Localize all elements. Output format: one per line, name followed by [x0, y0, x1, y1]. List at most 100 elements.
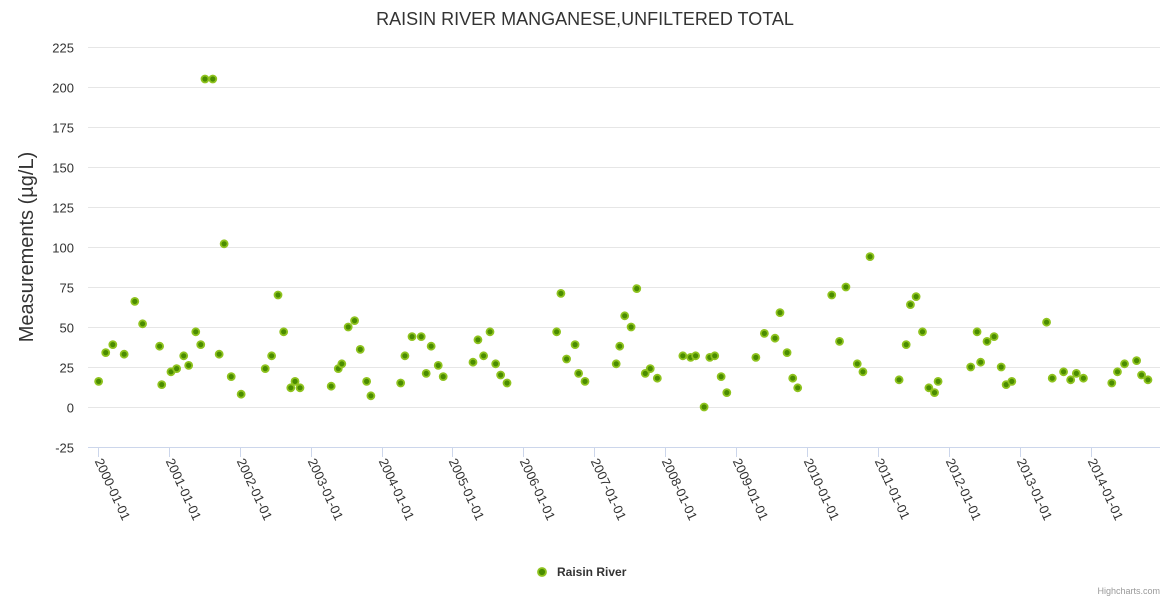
data-point[interactable] — [930, 388, 939, 398]
data-point[interactable] — [208, 74, 218, 84]
data-point[interactable] — [326, 381, 336, 391]
data-point[interactable] — [691, 351, 701, 361]
data-point[interactable] — [906, 300, 915, 310]
data-point[interactable] — [226, 372, 236, 382]
data-point[interactable] — [1107, 378, 1117, 388]
data-point[interactable] — [615, 341, 625, 351]
data-point[interactable] — [852, 359, 862, 369]
data-point[interactable] — [827, 290, 837, 300]
data-point[interactable] — [933, 376, 943, 386]
data-point[interactable] — [491, 359, 501, 369]
data-point[interactable] — [1113, 367, 1122, 377]
data-point[interactable] — [196, 340, 206, 350]
data-point[interactable] — [273, 290, 283, 300]
data-point[interactable] — [155, 341, 165, 351]
data-point[interactable] — [716, 372, 726, 382]
data-point[interactable] — [770, 333, 780, 343]
data-point[interactable] — [172, 364, 182, 374]
data-point[interactable] — [337, 359, 347, 369]
data-point[interactable] — [751, 352, 761, 362]
data-point[interactable] — [350, 316, 359, 326]
data-point[interactable] — [989, 332, 999, 342]
data-point[interactable] — [290, 376, 300, 386]
data-point[interactable] — [966, 362, 976, 372]
data-point[interactable] — [710, 351, 720, 361]
data-point[interactable] — [640, 368, 650, 378]
data-point[interactable] — [570, 340, 580, 350]
data-point[interactable] — [1071, 368, 1081, 378]
data-point[interactable] — [101, 348, 111, 358]
data-point[interactable] — [894, 375, 904, 385]
data-point[interactable] — [400, 351, 410, 361]
data-point[interactable] — [219, 239, 229, 249]
data-point[interactable] — [438, 372, 448, 382]
data-point[interactable] — [782, 348, 792, 358]
data-point[interactable] — [479, 351, 489, 361]
data-point[interactable] — [793, 383, 803, 393]
data-point[interactable] — [416, 332, 426, 342]
data-point[interactable] — [652, 373, 662, 383]
data-point[interactable] — [678, 351, 688, 361]
data-point[interactable] — [788, 373, 798, 383]
data-point[interactable] — [191, 327, 201, 337]
data-point[interactable] — [108, 340, 118, 350]
data-point[interactable] — [1047, 373, 1057, 383]
data-point[interactable] — [119, 349, 129, 359]
data-point[interactable] — [611, 359, 621, 369]
data-point[interactable] — [362, 376, 372, 386]
data-point[interactable] — [574, 368, 584, 378]
data-point[interactable] — [918, 327, 927, 337]
data-point[interactable] — [179, 351, 189, 361]
data-point[interactable] — [138, 319, 147, 329]
data-point[interactable] — [433, 360, 443, 370]
data-point[interactable] — [279, 327, 289, 337]
data-point[interactable] — [355, 344, 365, 354]
legend-item-raisin-river[interactable]: Raisin River — [537, 565, 627, 579]
data-point[interactable] — [366, 391, 376, 401]
data-point[interactable] — [130, 296, 140, 306]
data-point[interactable] — [407, 332, 417, 342]
data-point[interactable] — [184, 360, 194, 370]
data-point[interactable] — [502, 378, 512, 388]
data-point[interactable] — [996, 362, 1006, 372]
legend-label[interactable]: Raisin River — [557, 565, 627, 579]
series-raisin-river[interactable] — [94, 74, 1153, 412]
data-point[interactable] — [1143, 375, 1153, 385]
data-point[interactable] — [267, 351, 277, 361]
data-point[interactable] — [396, 378, 406, 388]
data-point[interactable] — [1120, 359, 1129, 369]
data-point[interactable] — [485, 327, 495, 337]
data-point[interactable] — [1132, 356, 1142, 366]
data-point[interactable] — [236, 389, 246, 399]
data-point[interactable] — [260, 364, 270, 374]
data-point[interactable] — [295, 383, 305, 393]
data-point[interactable] — [976, 357, 986, 367]
data-point[interactable] — [421, 368, 431, 378]
data-point[interactable] — [580, 376, 590, 386]
data-point[interactable] — [858, 367, 868, 377]
data-point[interactable] — [620, 311, 630, 321]
data-point[interactable] — [562, 354, 571, 364]
data-point[interactable] — [552, 327, 562, 337]
data-point[interactable] — [214, 349, 224, 359]
data-point[interactable] — [556, 288, 566, 298]
data-point[interactable] — [1066, 375, 1076, 385]
data-point[interactable] — [468, 357, 478, 367]
data-point[interactable] — [426, 341, 436, 351]
data-point[interactable] — [835, 336, 844, 346]
data-point[interactable] — [645, 364, 655, 374]
data-point[interactable] — [1042, 317, 1051, 327]
data-point[interactable] — [626, 322, 636, 332]
data-point[interactable] — [924, 383, 934, 393]
data-point[interactable] — [972, 327, 982, 337]
data-point[interactable] — [1079, 373, 1088, 383]
data-point[interactable] — [841, 282, 851, 292]
data-point[interactable] — [94, 376, 104, 386]
data-point[interactable] — [722, 388, 732, 398]
credits-link[interactable]: Highcharts.com — [1097, 586, 1160, 596]
data-point[interactable] — [286, 383, 296, 393]
data-point[interactable] — [982, 336, 992, 346]
data-point[interactable] — [699, 402, 709, 412]
data-point[interactable] — [775, 308, 785, 318]
data-point[interactable] — [901, 340, 911, 350]
